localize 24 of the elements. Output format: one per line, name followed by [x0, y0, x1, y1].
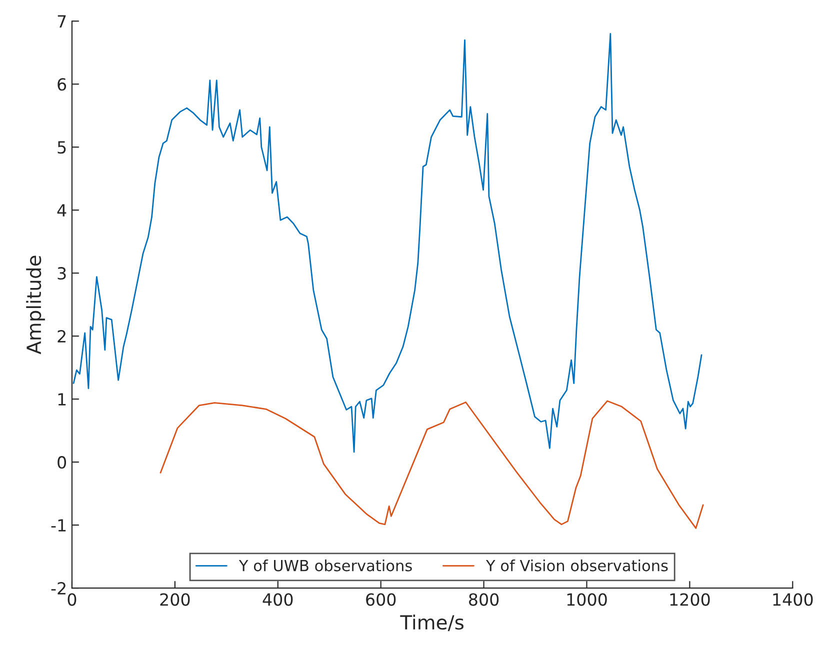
y-tick-label: 3	[58, 267, 66, 280]
x-tick-label: 1400	[773, 593, 813, 606]
x-axis-title: Time/s	[400, 614, 464, 632]
y-axis-title: Amplitude	[26, 256, 45, 354]
y-tick-label: 1	[58, 393, 66, 406]
y-tick-label: 2	[58, 330, 66, 342]
y-tick-label: 5	[58, 141, 66, 154]
x-tick-label: 200	[160, 593, 190, 606]
x-tick-label: 400	[262, 593, 293, 606]
y-tick-label: 4	[57, 204, 66, 216]
y-tick-label: -2	[51, 582, 66, 594]
y-tick-label: 6	[58, 78, 66, 91]
x-tick-label: 800	[469, 593, 499, 606]
legend-label: Y of UWB observations	[238, 560, 412, 572]
legend-label: Y of Vision observations	[486, 560, 668, 572]
y-tick-label: 0	[58, 456, 66, 469]
x-tick-label: 0	[68, 593, 76, 606]
x-tick-label: 1000	[567, 593, 607, 606]
x-tick-label: 1200	[670, 593, 710, 606]
line-series	[160, 400, 704, 529]
line-series	[72, 33, 702, 453]
y-tick-label: 7	[58, 15, 66, 28]
y-tick-label: -1	[51, 519, 66, 532]
x-tick-label: 600	[366, 593, 396, 606]
